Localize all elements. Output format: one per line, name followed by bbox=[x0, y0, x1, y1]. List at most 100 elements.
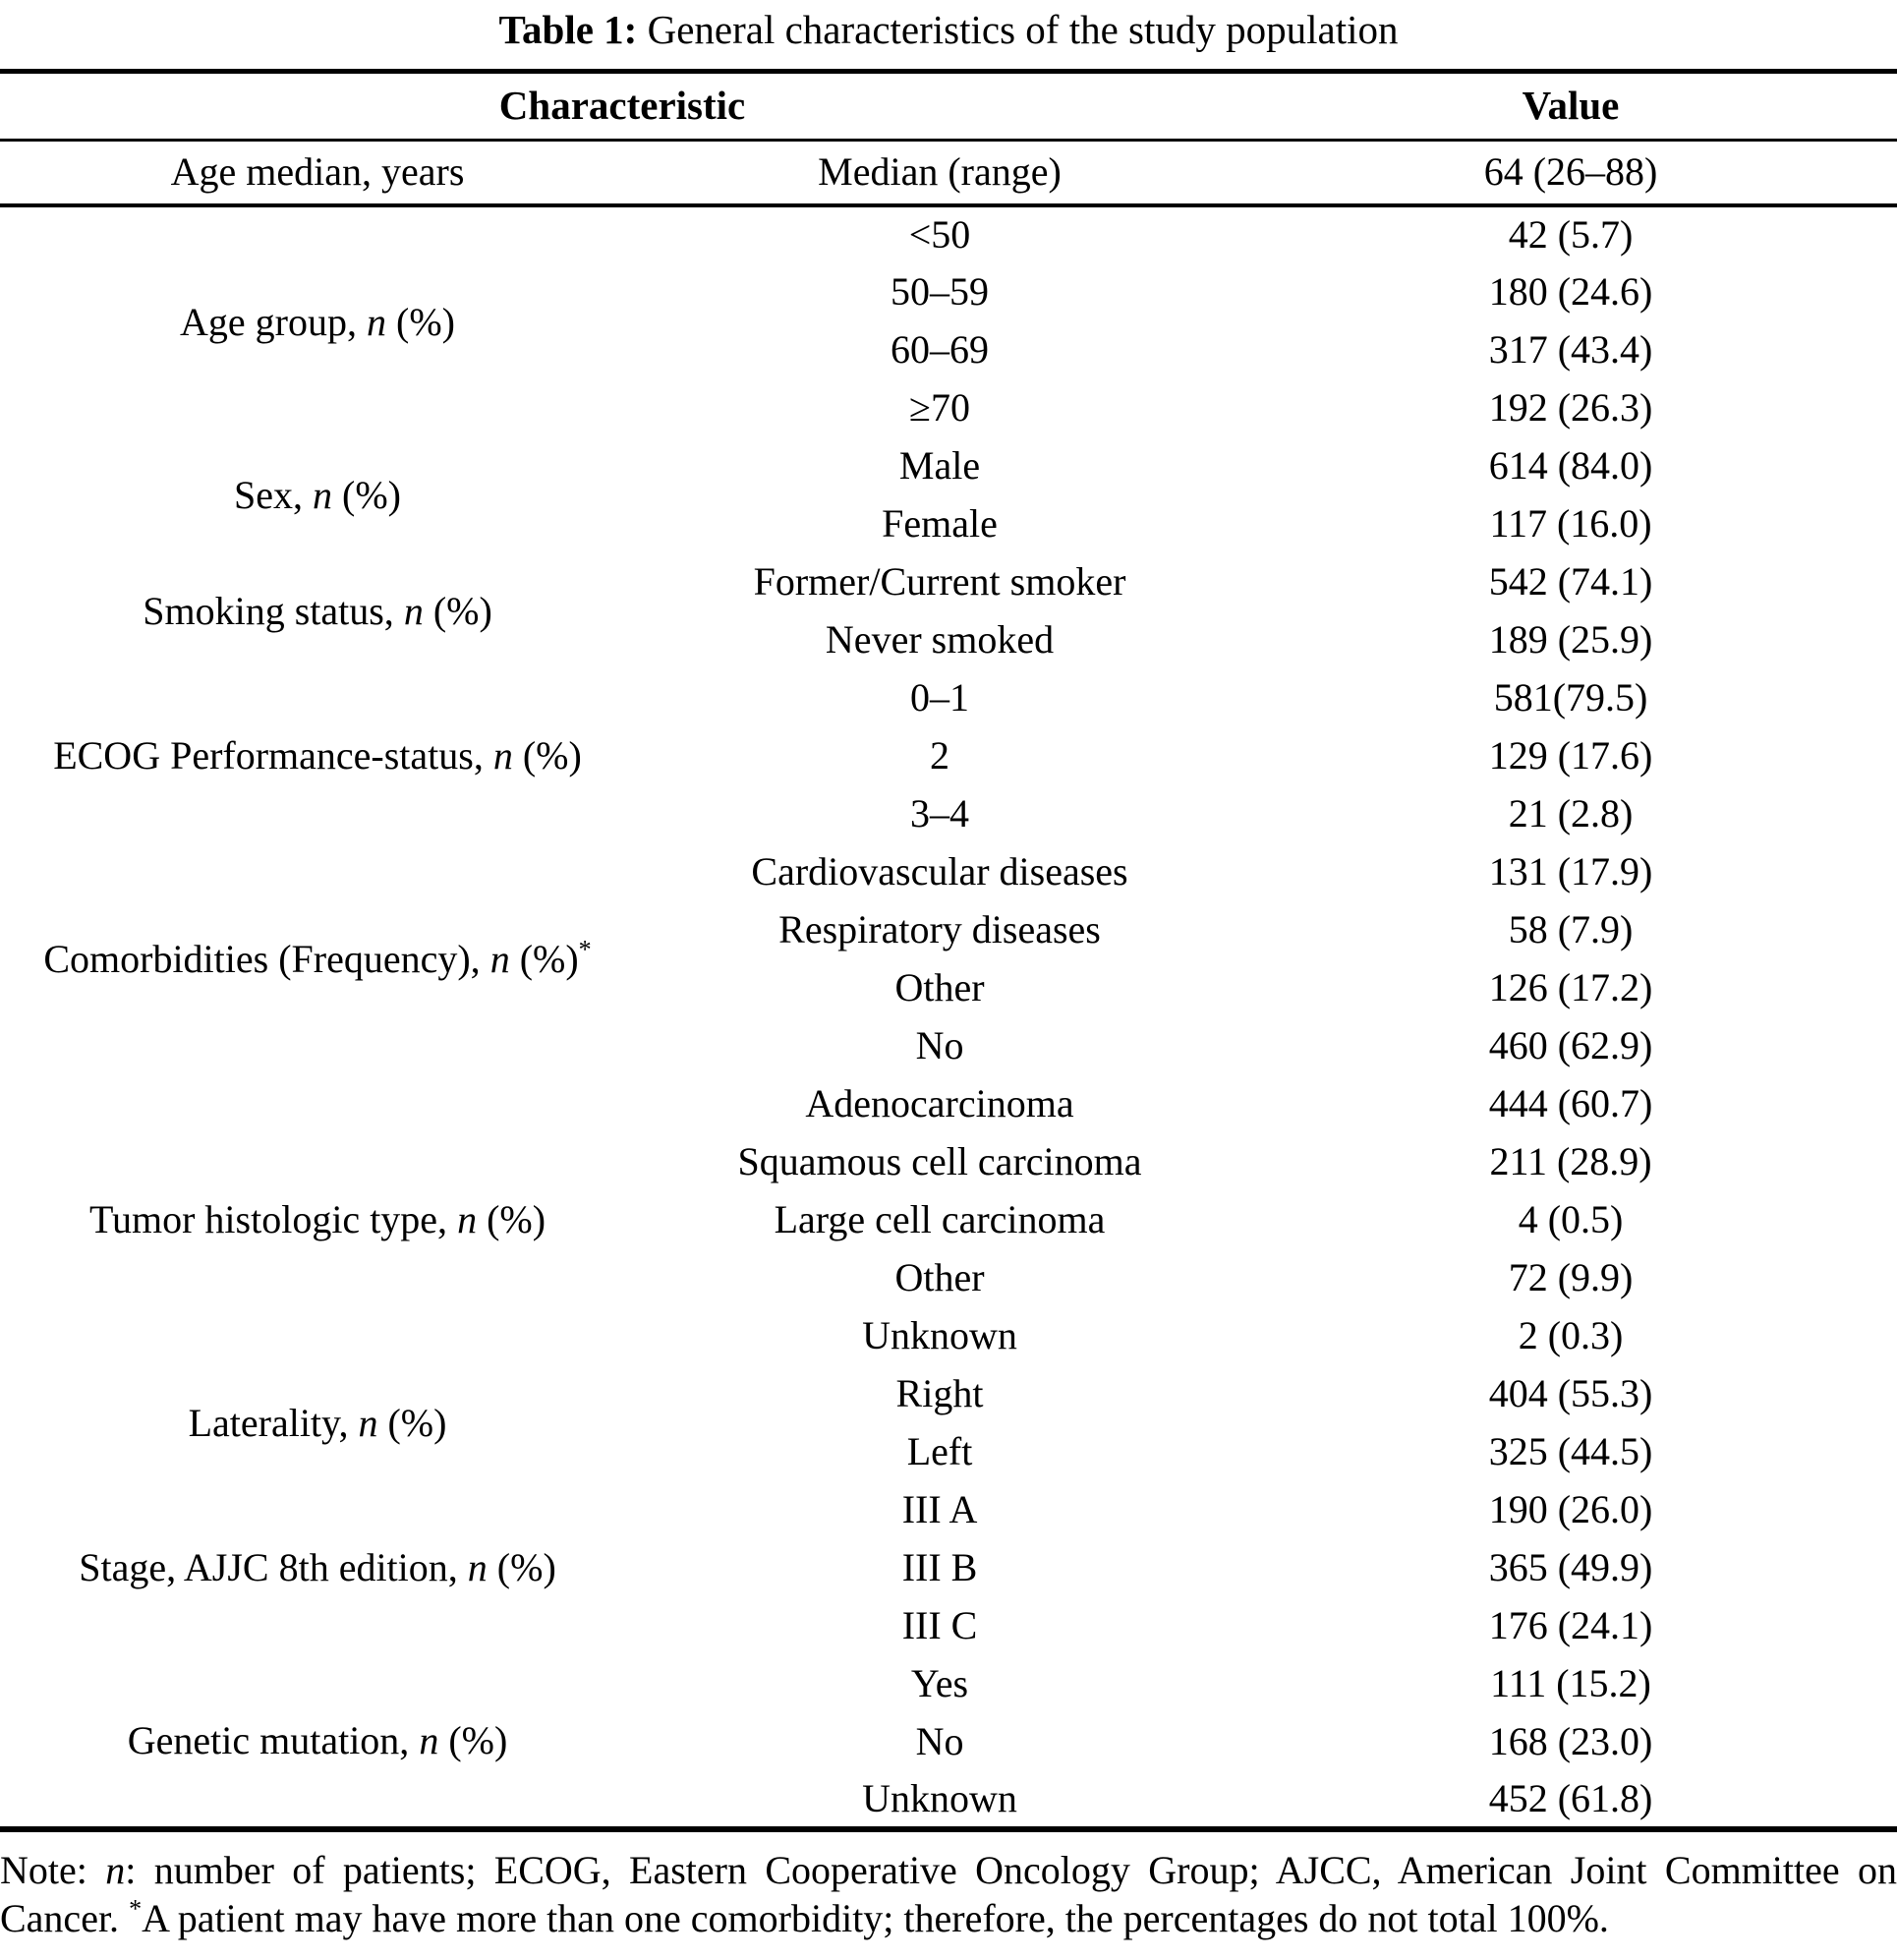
value-cell: 64 (26–88) bbox=[1244, 140, 1897, 207]
category-cell: 2 bbox=[930, 733, 949, 778]
category-cell: 3–4 bbox=[910, 791, 969, 836]
category-cell: III C bbox=[901, 1603, 978, 1647]
group-label: Tumor histologic type, n (%) bbox=[88, 1197, 546, 1241]
value-cell: 117 (16.0) bbox=[1489, 501, 1652, 546]
table-row: Respiratory diseases 58 (7.9) bbox=[0, 901, 1897, 959]
table-row: Never smoked 189 (25.9) bbox=[0, 611, 1897, 669]
category-cell: III B bbox=[901, 1545, 978, 1589]
table-row: Other 72 (9.9) bbox=[0, 1249, 1897, 1307]
category-cell: Respiratory diseases bbox=[778, 907, 1101, 951]
value-cell: 542 (74.1) bbox=[1488, 559, 1653, 604]
table-note: Note: n: number of patients; ECOG, Easte… bbox=[0, 1847, 1897, 1940]
category-cell: Male bbox=[898, 443, 981, 488]
group-label: Laterality, n (%) bbox=[188, 1400, 447, 1445]
table-row: Comorbidities (Frequency), n (%)* Cardiov… bbox=[0, 843, 1897, 981]
value-cell: 404 (55.3) bbox=[1488, 1371, 1653, 1415]
group-label: Age median, years bbox=[0, 140, 635, 207]
table-row: Sex, n (%) Male 614 (84.0) bbox=[0, 437, 1897, 517]
table-row: Age median, years Median (range) 64 (26–… bbox=[0, 140, 1897, 207]
value-cell: 2 (0.3) bbox=[1518, 1313, 1624, 1357]
value-cell: 444 (60.7) bbox=[1488, 1081, 1653, 1125]
table-row: Smoking status, n (%) Former/Current smok… bbox=[0, 553, 1897, 633]
value-cell: 192 (26.3) bbox=[1488, 385, 1653, 430]
group-label: Age group, n (%) bbox=[180, 299, 455, 344]
value-cell: 614 (84.0) bbox=[1488, 443, 1653, 488]
table-row: Stage, AJJC 8th edition, n (%) III A 190 (… bbox=[0, 1481, 1897, 1589]
category-cell: Never smoked bbox=[825, 617, 1055, 662]
category-cell: Other bbox=[894, 1255, 985, 1299]
group-label: ECOG Performance-status, n (%) bbox=[53, 733, 582, 778]
value-cell: 189 (25.9) bbox=[1488, 617, 1653, 662]
table-row: Large cell carcinoma 4 (0.5) bbox=[0, 1191, 1897, 1249]
table-caption-label: Table 1: bbox=[498, 7, 638, 52]
category-cell: Unknown bbox=[862, 1313, 1017, 1357]
value-cell: 21 (2.8) bbox=[1508, 791, 1634, 836]
table-row: 3–4 21 (2.8) bbox=[0, 785, 1897, 843]
value-cell: 190 (26.0) bbox=[1488, 1487, 1653, 1531]
category-cell: No bbox=[915, 1719, 964, 1763]
table-row: ≥70 192 (26.3) bbox=[0, 379, 1897, 437]
table-row: No 168 (23.0) bbox=[0, 1713, 1897, 1771]
value-cell: 111 (15.2) bbox=[1490, 1661, 1651, 1705]
group-label: Comorbidities (Frequency), n (%)* bbox=[43, 935, 592, 981]
table-row: 50–59 180 (24.6) bbox=[0, 263, 1897, 321]
value-cell: 452 (61.8) bbox=[1488, 1775, 1653, 1820]
table-caption-text: General characteristics of the study pop… bbox=[637, 7, 1399, 52]
category-cell: Right bbox=[895, 1371, 984, 1415]
category-cell: Squamous cell carcinoma bbox=[737, 1139, 1142, 1183]
table-row: Unknown 2 (0.3) bbox=[0, 1307, 1897, 1365]
value-cell: 4 (0.5) bbox=[1518, 1197, 1624, 1241]
header-row: Characteristic Value bbox=[0, 71, 1897, 142]
category-cell: <50 bbox=[908, 212, 971, 257]
table-row: ECOG Performance-status, n (%) 0–1 581(79.… bbox=[0, 669, 1897, 778]
category-cell: Unknown bbox=[862, 1775, 1017, 1820]
category-cell: 60–69 bbox=[891, 327, 989, 372]
category-cell: Female bbox=[882, 501, 998, 546]
category-cell: Left bbox=[906, 1429, 973, 1473]
category-cell: Adenocarcinoma bbox=[805, 1081, 1074, 1125]
category-cell: 0–1 bbox=[910, 675, 969, 720]
category-cell: III A bbox=[901, 1487, 978, 1531]
value-cell: 58 (7.9) bbox=[1508, 907, 1634, 951]
category-cell: Former/Current smoker bbox=[753, 559, 1126, 604]
table-row: III B 365 (49.9) bbox=[0, 1539, 1897, 1597]
group-label: Genetic mutation, n (%) bbox=[127, 1717, 508, 1762]
category-cell: 50–59 bbox=[891, 269, 989, 314]
value-cell: 72 (9.9) bbox=[1508, 1255, 1634, 1299]
value-cell: 581(79.5) bbox=[1493, 675, 1648, 720]
group-label: Sex, n (%) bbox=[234, 472, 401, 517]
table-row: Other 126 (17.2) bbox=[0, 959, 1897, 1017]
value-cell: 325 (44.5) bbox=[1488, 1429, 1653, 1473]
table-caption: Table 1: General characteristics of the … bbox=[0, 0, 1897, 69]
table-row: Genetic mutation, n (%) Yes 111 (15.2) bbox=[0, 1655, 1897, 1762]
table-row: Laterality, n (%) Right 404 (55.3) bbox=[0, 1365, 1897, 1445]
characteristics-table: Characteristic Value Age median, years M… bbox=[0, 69, 1897, 1832]
value-cell: 42 (5.7) bbox=[1508, 212, 1634, 257]
category-cell: Cardiovascular diseases bbox=[751, 849, 1128, 894]
value-cell: 126 (17.2) bbox=[1488, 965, 1653, 1009]
table-row: Age group, n (%) <50 42 (5.7) bbox=[0, 205, 1897, 344]
group-label: Stage, AJJC 8th edition, n (%) bbox=[79, 1545, 556, 1589]
category-cell: No bbox=[915, 1023, 964, 1067]
value-cell: 131 (17.9) bbox=[1488, 849, 1653, 894]
value-cell: 129 (17.6) bbox=[1488, 733, 1653, 778]
category-cell: Other bbox=[894, 965, 985, 1009]
table-row: Female 117 (16.0) bbox=[0, 495, 1897, 553]
table-row: Tumor histologic type, n (%) Adenocarcino… bbox=[0, 1075, 1897, 1241]
table-row: 60–69 317 (43.4) bbox=[0, 321, 1897, 379]
table-row: Squamous cell carcinoma 211 (28.9) bbox=[0, 1133, 1897, 1191]
value-cell: 211 (28.9) bbox=[1489, 1139, 1652, 1183]
value-cell: 317 (43.4) bbox=[1488, 327, 1653, 372]
table-row: 2 129 (17.6) bbox=[0, 727, 1897, 785]
value-cell: 168 (23.0) bbox=[1488, 1719, 1653, 1763]
category-cell: ≥70 bbox=[909, 385, 970, 430]
value-cell: 460 (62.9) bbox=[1488, 1023, 1653, 1067]
value-cell: 180 (24.6) bbox=[1488, 269, 1653, 314]
table-row: III C 176 (24.1) bbox=[0, 1597, 1897, 1655]
group-label: Smoking status, n (%) bbox=[143, 588, 492, 633]
table-row: Unknown 452 (61.8) bbox=[0, 1771, 1897, 1829]
column-header-value: Value bbox=[1244, 71, 1897, 142]
category-cell: Median (range) bbox=[635, 140, 1245, 207]
value-cell: 365 (49.9) bbox=[1488, 1545, 1653, 1589]
